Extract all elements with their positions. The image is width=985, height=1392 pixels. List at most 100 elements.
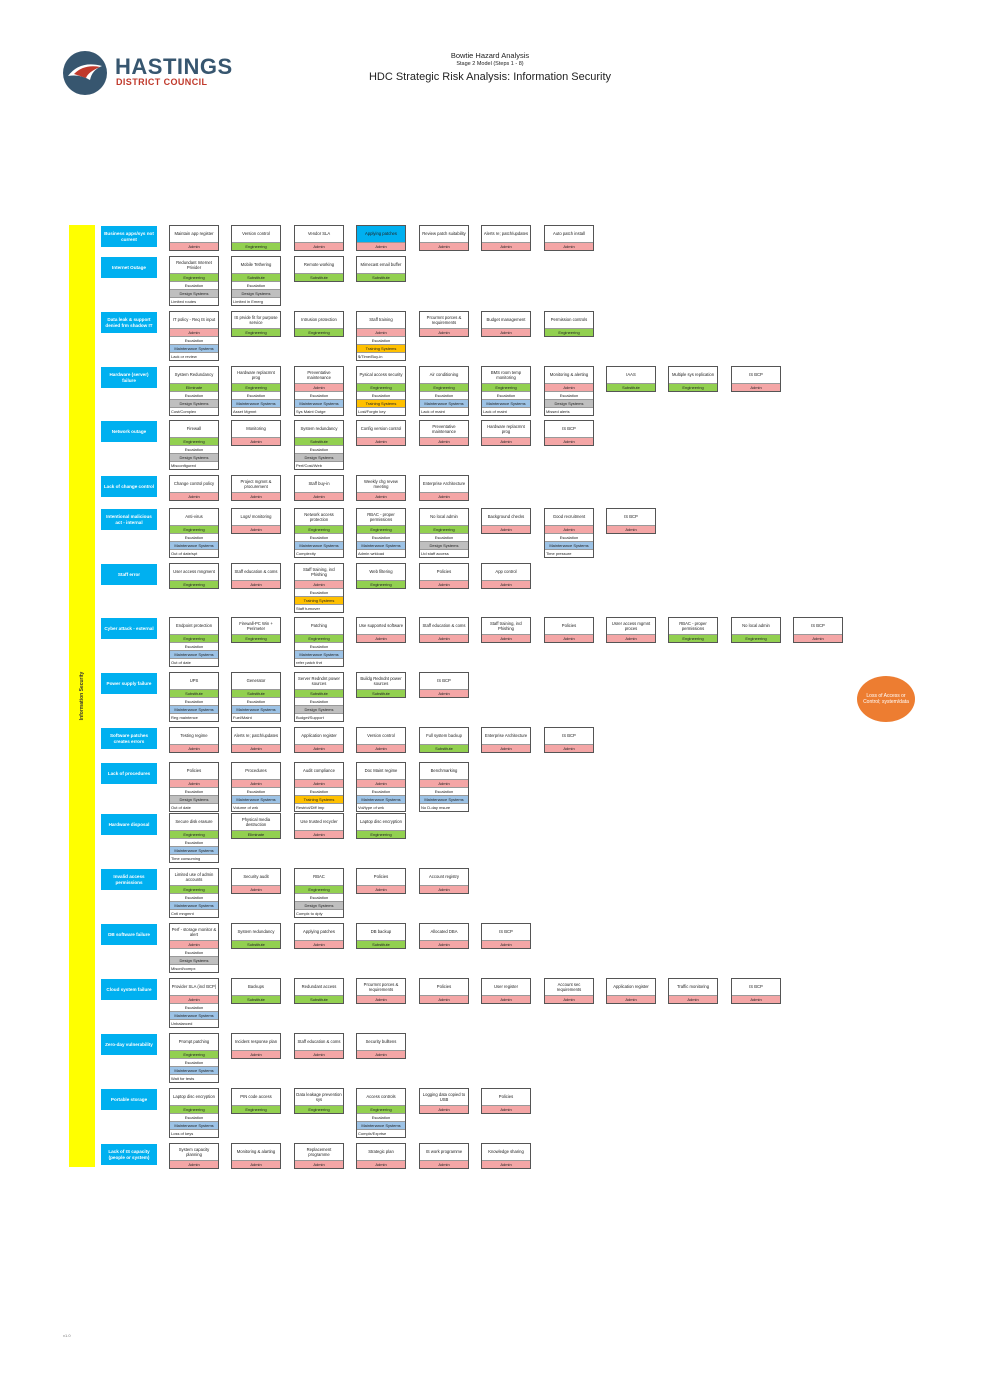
control-tag: Substitute (607, 383, 655, 391)
control-tag: Maintenance Systems (170, 901, 218, 909)
control-tag: Engineering (669, 383, 717, 391)
control-title: Perf - storage monitor & alert (171, 926, 217, 937)
control-title: IS BCP (437, 678, 451, 684)
control-title: Strategic plan (368, 1149, 394, 1155)
control-tag: Admin (295, 242, 343, 250)
control-tag: Escalation (420, 787, 468, 795)
control-note: Miscnf/compx (170, 964, 218, 972)
hazard-box: Business apps/sys not current (101, 226, 157, 247)
control-tag: Maintenance Systems (482, 399, 530, 407)
control-note: Budget/Support (295, 713, 343, 721)
control-box: Redundant access Substitute (294, 978, 344, 1004)
control-tag: Admin (482, 744, 530, 752)
control-tag: Training Systems (295, 795, 343, 803)
control-title: Config version control (360, 426, 402, 432)
control-note: Time consuming (170, 854, 218, 862)
control-tag: Maintenance Systems (420, 399, 468, 407)
control-title: Mimecast email buffer (360, 262, 402, 268)
control-title: Anti-virus (185, 514, 203, 520)
control-tag: Substitute (357, 273, 405, 281)
control-title: Allocated DBA (430, 929, 458, 935)
control-box: Endpoint protection Engineering Escalation… (169, 617, 219, 667)
control-tag: Engineering (232, 1105, 280, 1113)
control-box: Usrer access mgmnt proces Admin (606, 617, 656, 643)
control-tag: Admin (295, 1050, 343, 1058)
control-title: Version control (242, 231, 270, 237)
control-box: Review patch suitability Admin (419, 225, 469, 251)
control-title: Good recruitment (552, 514, 586, 520)
control-tag: Substitute (295, 273, 343, 281)
control-tag: Admin (295, 779, 343, 787)
control-note: $/Time/Buy-in (357, 352, 405, 360)
control-tag: Escalation (357, 391, 405, 399)
control-box: Security audit Admin (231, 868, 281, 894)
control-tag: Engineering (669, 634, 717, 642)
control-title: Remote working (303, 262, 335, 268)
control-tag: Admin (545, 525, 593, 533)
control-box: No local admin Engineering (731, 617, 781, 643)
control-title: Prompt patching (178, 1039, 210, 1045)
control-title: Alerts re; patch/updates (233, 733, 279, 739)
control-title: No local admin (430, 514, 458, 520)
control-box: Web filtering Engineering (356, 563, 406, 589)
control-box: Application register Admin (294, 727, 344, 753)
control-note: Admin wrkload (357, 549, 405, 557)
control-tag: Escalation (170, 838, 218, 846)
control-title: Budget management (486, 317, 526, 323)
control-box: RBAC - proper permissions Engineering Esca… (356, 508, 406, 558)
control-title: Firewall (186, 426, 202, 432)
control-title: RBAC (313, 874, 325, 880)
control-box: Staff education & coms Admin (231, 563, 281, 589)
control-tag: Admin (482, 580, 530, 588)
control-box: Laptop disc encryption Engineering Escalat… (169, 1088, 219, 1138)
control-title: Full system backup (426, 733, 462, 739)
control-box: Air conditioning Engineering Escalation Mai… (419, 366, 469, 416)
control-title: Use trusted recycler (300, 819, 338, 825)
control-title: Mobile Tethering (240, 262, 272, 268)
control-box: Application register Admin (606, 978, 656, 1004)
control-tag: Escalation (482, 391, 530, 399)
control-tag: Design Systems (295, 901, 343, 909)
control-box: Mimecast email buffer Substitute (356, 256, 406, 282)
control-tag: Escalation (170, 281, 218, 289)
control-tag: Escalation (170, 445, 218, 453)
control-tag: Admin (420, 885, 468, 893)
control-tag: Escalation (357, 787, 405, 795)
control-note: Loss of keys (170, 1129, 218, 1137)
control-title: Maintain app register (174, 231, 214, 237)
control-note: Volume of wrk (232, 803, 280, 811)
control-box: Staff training, incl Phishing Admin Escala… (294, 563, 344, 613)
control-tag: Maintenance Systems (545, 541, 593, 549)
hazard-box: Hardware disposal (101, 814, 157, 835)
control-tag: Admin (357, 1050, 405, 1058)
control-box: Anti-virus Engineering Escalation Maintenan… (169, 508, 219, 558)
control-tag: Substitute (357, 940, 405, 948)
control-note: Vol/type of wrk (357, 803, 405, 811)
control-tag: Escalation (170, 893, 218, 901)
control-box: Change control policy Admin (169, 475, 219, 501)
control-tag: Escalation (170, 1003, 218, 1011)
control-box: Background checks Admin (481, 508, 531, 534)
control-title: Secure disk erasure (175, 819, 213, 825)
control-tag: Maintenance Systems (232, 399, 280, 407)
control-tag: Admin (295, 383, 343, 391)
control-title: Staff education & coms (297, 1039, 341, 1045)
control-box: User register Admin (481, 978, 531, 1004)
control-title: Data leakage prevention sys (296, 1091, 342, 1102)
hazard-box: Staff error (101, 564, 157, 585)
control-title: Staff training, incl Phishing (302, 566, 336, 577)
control-title: IS BCP (811, 623, 825, 629)
control-title: Use supported software (358, 623, 404, 629)
control-title: Staff education & coms (234, 569, 278, 575)
control-title: IS BCP (624, 514, 638, 520)
control-tag: Escalation (295, 588, 343, 596)
control-box: Account registry Admin (419, 868, 469, 894)
control-box: System redundancy Substitute (231, 923, 281, 949)
control-tag: Admin (295, 744, 343, 752)
control-box: Policies Admin (419, 563, 469, 589)
control-box: BMS room temp monitoring Engineering Escal… (481, 366, 531, 416)
control-note: Lack of maint (482, 407, 530, 415)
control-tag: Design Systems (545, 399, 593, 407)
control-box: Use trusted recycler Admin (294, 813, 344, 839)
control-tag: Design Systems (170, 453, 218, 461)
